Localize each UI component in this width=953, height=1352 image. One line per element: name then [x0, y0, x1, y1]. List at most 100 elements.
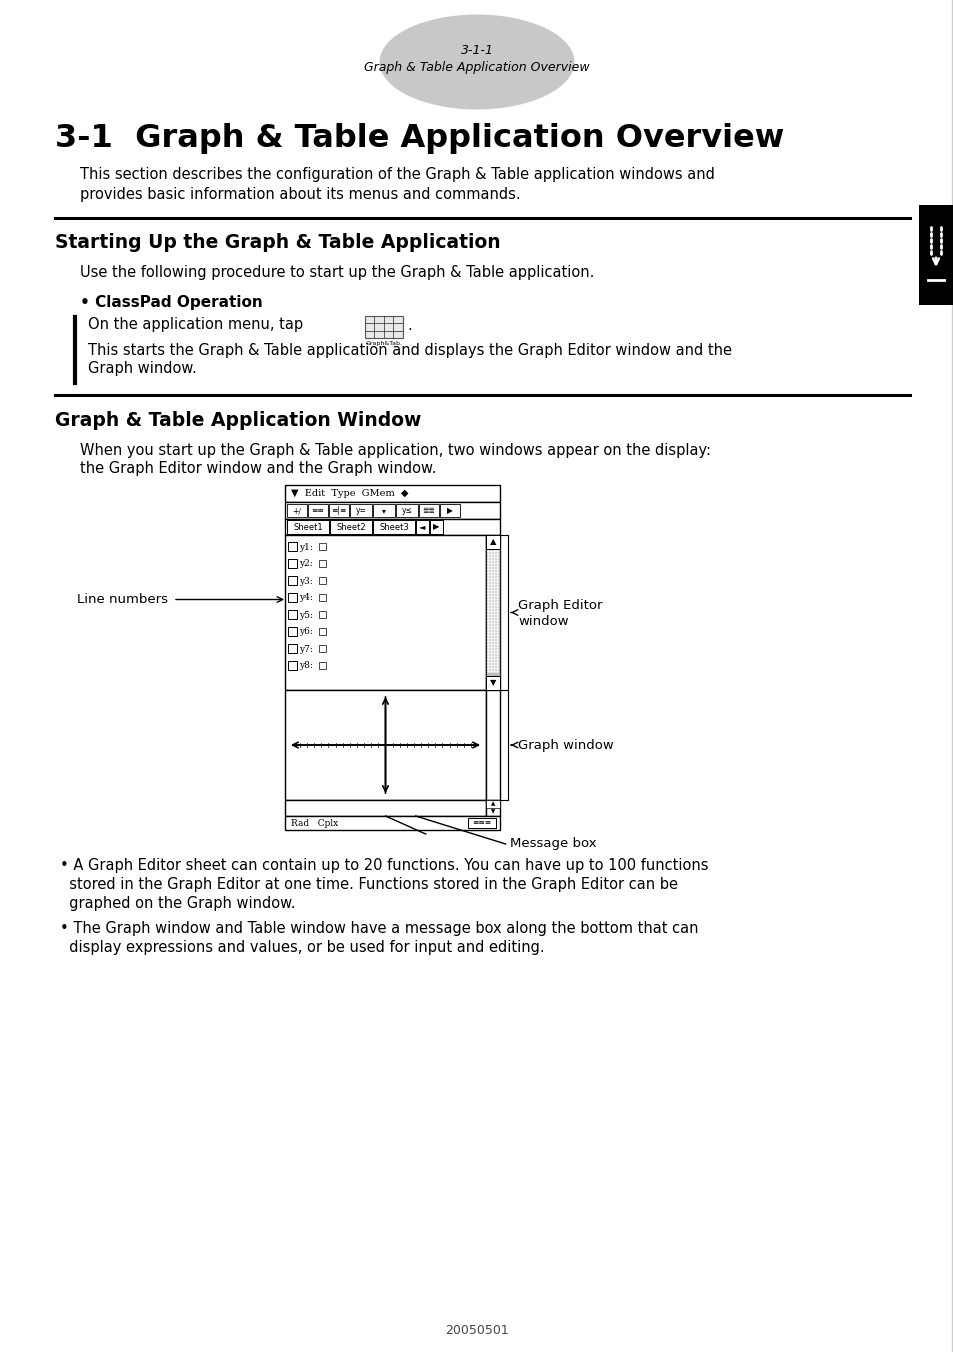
Text: ▼: ▼: [489, 679, 496, 688]
Bar: [318, 560, 326, 566]
Bar: [350, 504, 372, 516]
Text: 20050501: 20050501: [445, 1324, 508, 1337]
Bar: [285, 519, 499, 535]
Text: Use the following procedure to start up the Graph & Table application.: Use the following procedure to start up …: [80, 265, 594, 280]
Text: ▲: ▲: [489, 538, 496, 546]
Text: 3-1-1: 3-1-1: [460, 43, 493, 57]
Bar: [288, 627, 296, 635]
Text: • The Graph window and Table window have a message box along the bottom that can: • The Graph window and Table window have…: [60, 921, 698, 936]
Text: ▶: ▶: [447, 506, 453, 515]
Bar: [439, 504, 459, 516]
Text: Sheet1: Sheet1: [293, 522, 322, 531]
Bar: [318, 662, 326, 669]
Bar: [318, 577, 326, 584]
Text: y≤: y≤: [401, 506, 412, 515]
Text: ≡|≡: ≡|≡: [331, 506, 346, 515]
Bar: [287, 521, 329, 534]
Text: y3:: y3:: [298, 576, 313, 585]
Bar: [285, 502, 499, 519]
Text: y8:: y8:: [298, 661, 313, 671]
Text: ▶: ▶: [433, 522, 439, 531]
Bar: [329, 504, 349, 516]
Text: Sheet3: Sheet3: [378, 522, 409, 531]
Bar: [485, 800, 499, 808]
Text: Starting Up the Graph & Table Application: Starting Up the Graph & Table Applicatio…: [55, 234, 500, 253]
Bar: [485, 535, 499, 690]
Bar: [373, 521, 415, 534]
Text: Sheet2: Sheet2: [335, 522, 365, 531]
Text: ▾: ▾: [381, 506, 386, 515]
Text: .: .: [407, 318, 412, 333]
Text: Graph window: Graph window: [517, 738, 613, 752]
Bar: [288, 661, 296, 671]
Bar: [468, 818, 496, 827]
Bar: [288, 558, 296, 568]
Bar: [395, 504, 417, 516]
Text: ≡≡≡: ≡≡≡: [472, 818, 491, 827]
Text: +∕: +∕: [293, 506, 301, 515]
Bar: [288, 644, 296, 653]
Bar: [430, 521, 442, 534]
Bar: [318, 627, 326, 635]
Text: window: window: [517, 615, 568, 627]
Ellipse shape: [379, 15, 574, 110]
Text: This section describes the configuration of the Graph & Table application window: This section describes the configuration…: [80, 168, 714, 183]
Bar: [485, 535, 499, 549]
Text: graphed on the Graph window.: graphed on the Graph window.: [60, 896, 295, 911]
Bar: [288, 542, 296, 552]
Text: Rad   Cplx: Rad Cplx: [291, 818, 338, 827]
Bar: [285, 690, 485, 800]
Bar: [318, 594, 326, 602]
Text: ▲: ▲: [491, 802, 495, 807]
Text: y7:: y7:: [298, 645, 313, 653]
Bar: [365, 316, 402, 338]
Text: y2:: y2:: [298, 560, 313, 568]
Text: Graph Editor: Graph Editor: [517, 599, 602, 612]
Bar: [318, 611, 326, 618]
Text: ≡≡: ≡≡: [312, 506, 324, 515]
Text: ≣≣: ≣≣: [422, 506, 435, 515]
Bar: [285, 817, 499, 830]
Text: y5:: y5:: [298, 611, 313, 619]
Text: This starts the Graph & Table application and displays the Graph Editor window a: This starts the Graph & Table applicatio…: [88, 343, 731, 358]
Bar: [287, 504, 307, 516]
Bar: [330, 521, 372, 534]
Text: y=: y=: [355, 506, 366, 515]
Bar: [288, 610, 296, 619]
Bar: [285, 800, 485, 817]
Text: y1:: y1:: [298, 542, 313, 552]
Text: 3-1  Graph & Table Application Overview: 3-1 Graph & Table Application Overview: [55, 123, 783, 154]
Bar: [318, 544, 326, 550]
Text: Line numbers: Line numbers: [77, 594, 168, 606]
Text: Graph & Table Application Window: Graph & Table Application Window: [55, 411, 421, 430]
Bar: [308, 504, 328, 516]
Bar: [485, 676, 499, 690]
Bar: [285, 535, 485, 690]
Text: y4:: y4:: [298, 594, 313, 603]
Text: ▼: ▼: [491, 810, 495, 814]
Text: Message box: Message box: [509, 837, 596, 850]
Bar: [485, 690, 499, 800]
Text: ▼  Edit  Type  GMem  ◆: ▼ Edit Type GMem ◆: [291, 489, 408, 498]
Text: provides basic information about its menus and commands.: provides basic information about its men…: [80, 187, 520, 201]
Bar: [318, 645, 326, 652]
Bar: [288, 594, 296, 602]
Bar: [485, 800, 499, 817]
Text: y6:: y6:: [298, 627, 313, 637]
Text: Graph&Tab.: Graph&Tab.: [365, 342, 402, 346]
Bar: [288, 576, 296, 585]
Bar: [918, 206, 953, 306]
Bar: [418, 504, 438, 516]
Text: • A Graph Editor sheet can contain up to 20 functions. You can have up to 100 fu: • A Graph Editor sheet can contain up to…: [60, 859, 708, 873]
Text: Graph & Table Application Overview: Graph & Table Application Overview: [364, 61, 589, 74]
Text: When you start up the Graph & Table application, two windows appear on the displ: When you start up the Graph & Table appl…: [80, 442, 710, 457]
Bar: [485, 549, 499, 676]
Bar: [373, 504, 395, 516]
Text: Graph window.: Graph window.: [88, 361, 196, 376]
Text: • ClassPad Operation: • ClassPad Operation: [80, 296, 262, 311]
Bar: [416, 521, 429, 534]
Text: display expressions and values, or be used for input and editing.: display expressions and values, or be us…: [60, 940, 544, 955]
Text: On the application menu, tap: On the application menu, tap: [88, 318, 303, 333]
Text: ◄: ◄: [418, 522, 425, 531]
Text: the Graph Editor window and the Graph window.: the Graph Editor window and the Graph wi…: [80, 461, 436, 476]
